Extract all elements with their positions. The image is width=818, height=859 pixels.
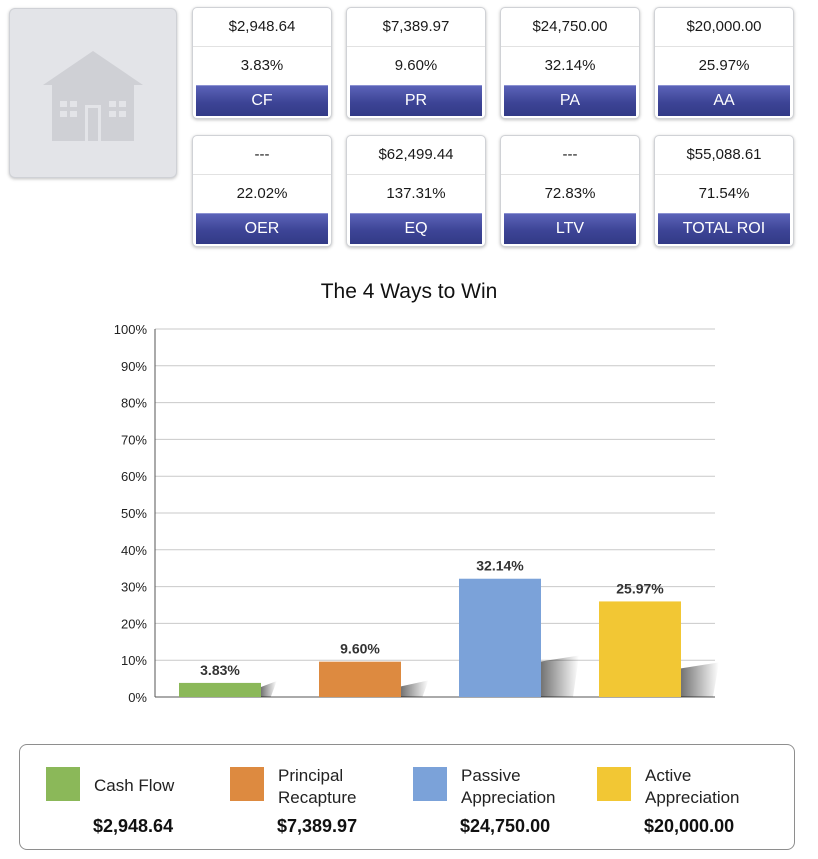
card-total-roi[interactable]: $55,088.61 71.54% TOTAL ROI (654, 135, 794, 247)
legend-item-cash-flow: Cash Flow $2,948.64 (46, 745, 226, 851)
legend-swatch (597, 767, 631, 801)
card-percent: 25.97% (698, 57, 750, 74)
card-oer[interactable]: --- 22.02% OER (192, 135, 332, 247)
legend-item-active-appreciation: Active Appreciation $20,000.00 (597, 745, 777, 851)
bar (599, 601, 681, 697)
legend-name: Passive Appreciation (461, 765, 601, 809)
card-percent: 22.02% (236, 185, 288, 202)
card-pa[interactable]: $24,750.00 32.14% PA (500, 7, 640, 119)
card-cf[interactable]: $2,948.64 3.83% CF (192, 7, 332, 119)
card-percent: 32.14% (544, 57, 596, 74)
legend-name-line: Appreciation (645, 788, 740, 807)
card-label: TOTAL ROI (658, 213, 790, 244)
legend-name: Cash Flow (94, 775, 234, 797)
house-icon (43, 51, 143, 141)
card-aa[interactable]: $20,000.00 25.97% AA (654, 7, 794, 119)
card-value: $7,389.97 (347, 8, 485, 47)
card-label: AA (658, 85, 790, 116)
bar-data-label: 9.60% (340, 641, 380, 657)
bar-data-label: 32.14% (476, 558, 524, 574)
bar (459, 578, 541, 697)
card-label: PA (504, 85, 636, 116)
card-value: --- (193, 136, 331, 175)
bar-data-label: 25.97% (616, 580, 664, 596)
card-ltv[interactable]: --- 72.83% LTV (500, 135, 640, 247)
bar-data-label: 3.83% (200, 662, 240, 678)
y-tick-label: 50% (121, 506, 147, 521)
card-label: CF (196, 85, 328, 116)
card-label: PR (350, 85, 482, 116)
card-value: $20,000.00 (655, 8, 793, 47)
card-percent: 9.60% (394, 57, 438, 74)
card-percent: 3.83% (240, 57, 284, 74)
legend-name: Active Appreciation (645, 765, 785, 809)
legend-name-line: Principal (278, 766, 344, 785)
property-thumbnail[interactable] (9, 8, 177, 178)
legend-amount: $24,750.00 (460, 816, 551, 836)
y-tick-label: 70% (121, 432, 147, 447)
card-label: OER (196, 213, 328, 244)
legend-item-passive-appreciation: Passive Appreciation $24,750.00 (413, 745, 593, 851)
y-tick-label: 80% (121, 396, 147, 411)
legend-item-principal-recapture: Principal Recapture $7,389.97 (230, 745, 410, 851)
y-tick-label: 20% (121, 616, 147, 631)
bar (319, 661, 401, 697)
card-pr[interactable]: $7,389.97 9.60% PR (346, 7, 486, 119)
card-label: LTV (504, 213, 636, 244)
card-value: --- (501, 136, 639, 175)
legend-name: Principal Recapture (278, 765, 418, 809)
card-percent: 71.54% (698, 185, 750, 202)
legend: Cash Flow $2,948.64 Principal Recapture … (19, 744, 795, 850)
y-tick-label: 60% (121, 469, 147, 484)
bar-chart: 0% 10% 20% 30% 40% 50% 60% 70% 80% 90% 100% 3.83% 9… (114, 322, 719, 705)
legend-name-line: Cash Flow (94, 776, 175, 795)
legend-name-line: Recapture (278, 788, 357, 807)
card-label: EQ (350, 213, 482, 244)
y-tick-label: 0% (128, 690, 147, 705)
card-value: $2,948.64 (193, 8, 331, 47)
legend-swatch (230, 767, 264, 801)
legend-name-line: Passive (461, 766, 521, 785)
y-tick-label: 40% (121, 543, 147, 558)
legend-name-line: Active (645, 766, 692, 785)
card-percent: 72.83% (544, 185, 596, 202)
y-tick-label: 30% (121, 580, 147, 595)
legend-amount: $2,948.64 (93, 816, 174, 836)
y-tick-label: 90% (121, 359, 147, 374)
card-value: $62,499.44 (347, 136, 485, 175)
legend-amount: $7,389.97 (277, 816, 358, 836)
bar (179, 682, 261, 697)
bar-shadow (401, 680, 429, 697)
legend-amount: $20,000.00 (644, 816, 735, 836)
chart-title: The 4 Ways to Win (320, 280, 498, 303)
y-tick-label: 10% (121, 653, 147, 668)
card-value: $24,750.00 (501, 8, 639, 47)
legend-name-line: Appreciation (461, 788, 556, 807)
bar-shadow (261, 681, 277, 697)
card-value: $55,088.61 (655, 136, 793, 175)
card-eq[interactable]: $62,499.44 137.31% EQ (346, 135, 486, 247)
bar-shadow (541, 655, 579, 697)
legend-swatch (46, 767, 80, 801)
y-tick-label: 100% (114, 322, 148, 337)
legend-swatch (413, 767, 447, 801)
card-percent: 137.31% (386, 185, 446, 202)
bar-shadow (681, 662, 719, 697)
